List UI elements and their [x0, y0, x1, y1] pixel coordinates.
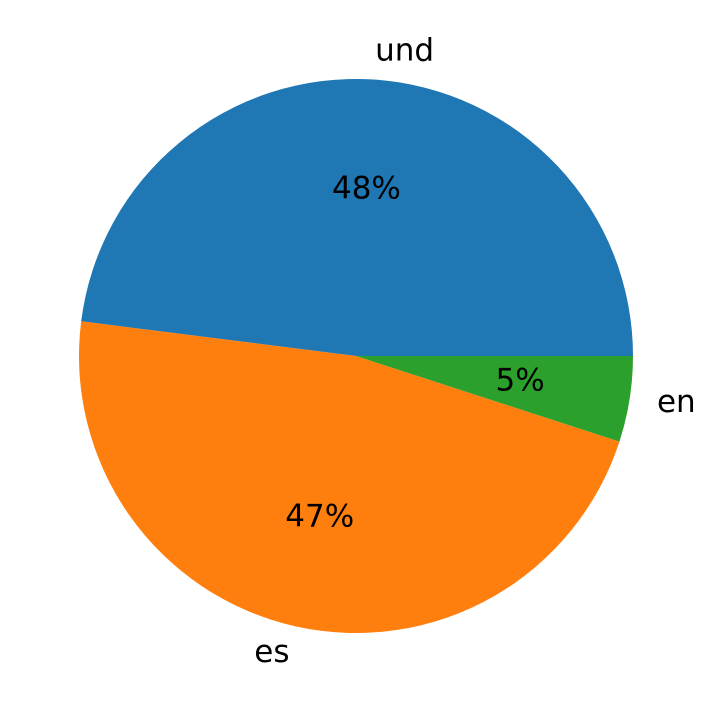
value-label: 48%	[332, 171, 401, 207]
value-label: 47%	[285, 499, 354, 535]
pie-slice	[81, 79, 634, 356]
value-label: 5%	[496, 362, 545, 398]
slice-label: en	[657, 384, 696, 420]
pie-slice	[356, 356, 633, 442]
slice-label: und	[375, 32, 434, 68]
pie-slice	[79, 321, 620, 633]
slice-label: es	[254, 634, 289, 670]
